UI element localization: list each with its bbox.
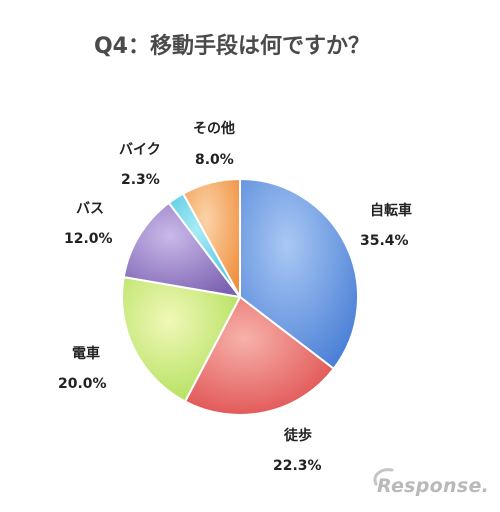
watermark-text: Response.: [377, 475, 489, 497]
value-train: 20.0%: [58, 376, 107, 392]
label-train: 電車: [72, 345, 100, 362]
pie-slice-bus: [122, 201, 243, 299]
pie-slice-train: [121, 275, 242, 403]
response-logo: Response.: [373, 468, 489, 497]
pie-slice-bicycle: [239, 177, 359, 371]
label-other: その他: [193, 120, 235, 137]
pie-slices: [121, 177, 359, 416]
value-bicycle: 35.4%: [360, 233, 409, 249]
label-bicycle: 自転車: [370, 202, 412, 219]
value-bus: 12.0%: [64, 231, 113, 247]
label-motorbike: バイク: [119, 142, 161, 158]
pie-slice-walk: [183, 295, 336, 416]
chart-title: Q4：移動手段は何ですか？: [94, 33, 370, 59]
pie-slice-other: [181, 177, 241, 298]
value-other: 8.0%: [195, 152, 234, 168]
label-walk: 徒歩: [283, 427, 312, 444]
value-motorbike: 2.3%: [121, 172, 160, 188]
value-walk: 22.3%: [273, 458, 322, 474]
label-bus: バス: [76, 201, 104, 217]
